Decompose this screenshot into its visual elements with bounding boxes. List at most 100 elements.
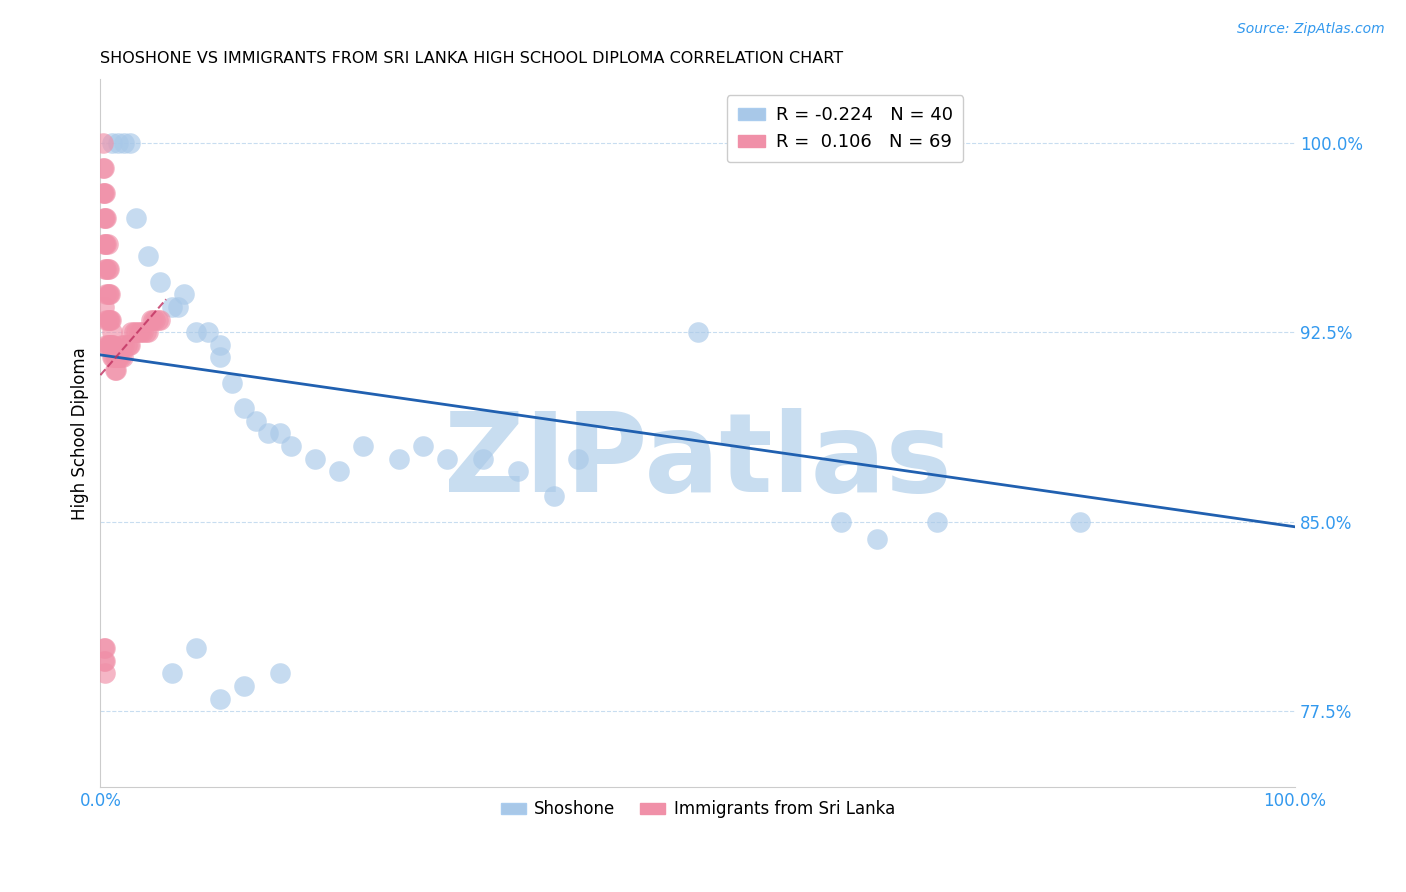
Point (173, 287, 195, 301)
Point (94, 186, 117, 200)
Point (101, 351, 124, 365)
Point (108, 351, 131, 365)
Point (104, 363, 127, 377)
Point (112, 351, 135, 365)
Point (91, 186, 114, 200)
Point (686, 325, 709, 339)
Point (93, 236, 115, 251)
Point (160, 300, 183, 314)
Point (142, 312, 165, 326)
Point (167, 300, 190, 314)
Point (96, 287, 118, 301)
Point (110, 351, 132, 365)
Text: SHOSHONE VS IMMIGRANTS FROM SRI LANKA HIGH SCHOOL DIPLOMA CORRELATION CHART: SHOSHONE VS IMMIGRANTS FROM SRI LANKA HI… (100, 51, 844, 66)
Point (96, 262, 118, 277)
Point (543, 490, 565, 504)
Point (184, 325, 207, 339)
Point (135, 325, 157, 339)
Legend: Shoshone, Immigrants from Sri Lanka: Shoshone, Immigrants from Sri Lanka (494, 794, 901, 825)
Point (97, 312, 120, 326)
Text: Source: ZipAtlas.com: Source: ZipAtlas.com (1237, 22, 1385, 37)
Point (120, 338, 142, 352)
Point (136, 249, 159, 263)
Point (96, 338, 118, 352)
Point (830, 515, 852, 529)
Point (232, 679, 254, 693)
Point (94, 641, 117, 656)
Point (98, 312, 121, 326)
Point (352, 439, 374, 453)
Point (118, 338, 141, 352)
Point (93, 211, 115, 226)
Point (508, 464, 530, 478)
Point (96, 262, 118, 277)
Point (94, 236, 117, 251)
Point (125, 211, 148, 226)
Point (96, 338, 118, 352)
Point (107, 351, 129, 365)
Point (128, 325, 150, 339)
Point (100, 338, 122, 352)
Point (132, 325, 155, 339)
Point (94, 211, 117, 226)
Point (111, 338, 134, 352)
Point (122, 325, 145, 339)
Point (97, 262, 120, 277)
Point (93, 186, 115, 200)
Point (136, 325, 159, 339)
Point (94, 654, 117, 668)
Point (93, 654, 115, 668)
Point (101, 136, 124, 150)
Point (98, 287, 121, 301)
Point (269, 666, 291, 681)
Point (328, 464, 350, 478)
Point (104, 351, 127, 365)
Point (94, 262, 117, 277)
Point (120, 325, 142, 339)
Point (125, 325, 148, 339)
Point (436, 451, 458, 466)
Point (197, 325, 219, 339)
Point (412, 439, 434, 453)
Point (304, 451, 326, 466)
Point (107, 136, 129, 150)
Point (160, 666, 183, 681)
Point (866, 533, 889, 547)
Point (96, 312, 118, 326)
Point (91, 161, 114, 175)
Point (208, 691, 231, 706)
Point (96, 287, 118, 301)
Point (269, 426, 291, 441)
Point (103, 351, 125, 365)
Point (184, 641, 207, 656)
Point (149, 312, 172, 326)
Y-axis label: High School Diploma: High School Diploma (72, 347, 89, 520)
Point (208, 338, 231, 352)
Point (925, 515, 948, 529)
Point (129, 325, 152, 339)
Point (143, 312, 166, 326)
Point (96, 211, 118, 226)
Point (103, 338, 125, 352)
Point (112, 136, 135, 150)
Point (112, 338, 135, 352)
Point (101, 325, 124, 339)
Point (149, 275, 172, 289)
Point (139, 312, 162, 326)
Point (221, 376, 243, 390)
Point (245, 414, 267, 428)
Point (97, 287, 120, 301)
Text: ZIPatlas: ZIPatlas (444, 408, 952, 515)
Point (93, 161, 115, 175)
Point (104, 351, 127, 365)
Point (280, 439, 302, 453)
Point (146, 312, 169, 326)
Point (471, 451, 494, 466)
Point (97, 338, 120, 352)
Point (91, 136, 114, 150)
Point (256, 426, 278, 441)
Point (105, 351, 128, 365)
Point (1069, 515, 1091, 529)
Point (388, 451, 411, 466)
Point (96, 236, 118, 251)
